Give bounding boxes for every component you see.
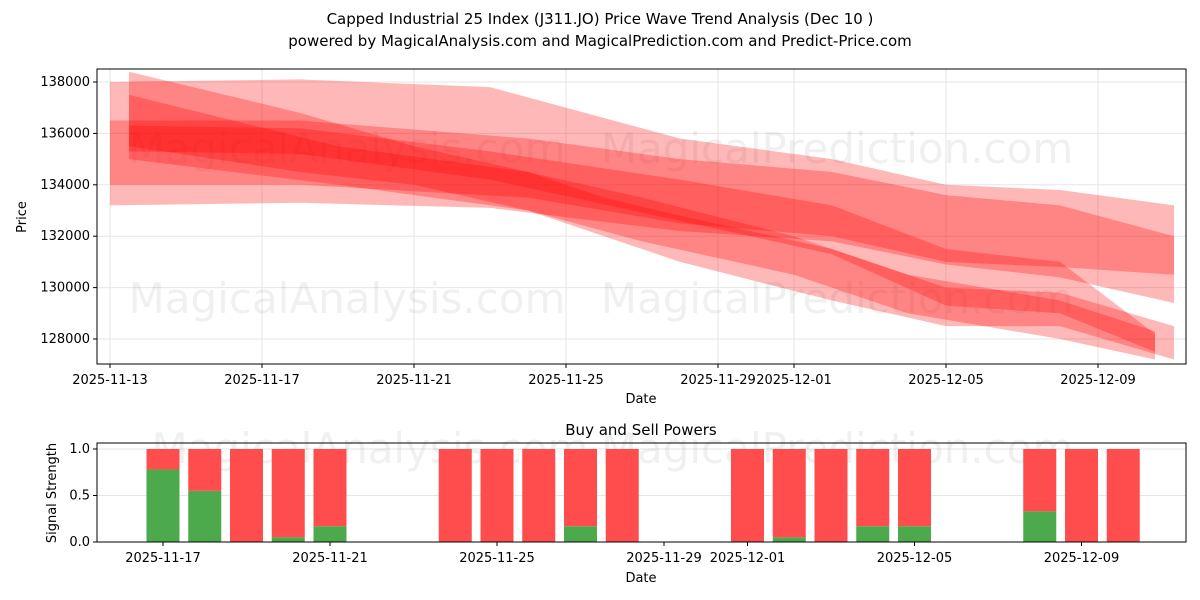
- sell-bar: [856, 449, 890, 527]
- y-tick-label: 130000: [40, 281, 90, 296]
- buy-bar: [856, 526, 890, 542]
- x-axis-label: Date: [625, 571, 656, 586]
- sell-bar: [1106, 449, 1140, 542]
- sell-bar: [438, 449, 472, 542]
- x-tick-label: 2025-11-13: [72, 373, 148, 388]
- chart-subtitle: powered by MagicalAnalysis.com and Magic…: [288, 32, 912, 50]
- plot-frame: [96, 442, 1187, 543]
- x-tick-label: 2025-11-21: [292, 551, 368, 566]
- plot-frame: [96, 68, 1187, 365]
- buy-bar: [772, 537, 806, 542]
- sell-bar: [522, 449, 556, 542]
- wave-band-4: [129, 94, 1155, 360]
- buy-bar: [564, 526, 597, 542]
- x-axis-label: Date: [625, 392, 656, 407]
- y-tick-label: 136000: [40, 126, 90, 141]
- x-tick-label: 2025-11-25: [459, 551, 535, 566]
- watermark: MagicalPrediction.com: [601, 274, 1074, 323]
- x-tick-label: 2025-12-01: [710, 551, 786, 566]
- wave-band-5: [129, 125, 1155, 352]
- x-tick-label: 2025-11-29: [680, 373, 756, 388]
- watermark: MagicalAnalysis.com: [129, 274, 566, 323]
- x-tick-label: 2025-11-17: [125, 551, 201, 566]
- buy-bar: [271, 537, 305, 542]
- buy-bar: [313, 526, 347, 542]
- subchart-title: Buy and Sell Powers: [565, 421, 717, 439]
- sell-bar: [814, 449, 848, 542]
- y-axis-label: Signal Strength: [45, 443, 60, 543]
- sell-bar: [1065, 449, 1098, 542]
- sell-bar: [772, 449, 806, 538]
- sell-bar: [564, 449, 597, 527]
- buy-bar: [1023, 511, 1057, 542]
- sell-bar: [605, 449, 639, 542]
- y-tick-label: 0.0: [69, 535, 90, 550]
- buy-bar: [188, 490, 222, 542]
- sell-bar: [898, 449, 931, 527]
- x-tick-label: 2025-11-21: [376, 373, 452, 388]
- y-tick-label: 132000: [40, 229, 90, 244]
- sell-bar: [230, 449, 263, 542]
- sell-bar: [480, 449, 514, 542]
- buy-bar: [898, 526, 931, 542]
- x-tick-label: 2025-12-05: [877, 551, 953, 566]
- y-tick-label: 138000: [40, 75, 90, 90]
- x-tick-label: 2025-12-09: [1044, 551, 1120, 566]
- wave-band-1: [110, 79, 1174, 304]
- y-tick-label: 1.0: [69, 442, 90, 457]
- y-tick-label: 128000: [40, 332, 90, 347]
- chart-title: Capped Industrial 25 Index (J311.JO) Pri…: [326, 10, 874, 28]
- sell-bar: [188, 449, 222, 491]
- x-tick-label: 2025-12-01: [756, 373, 832, 388]
- sell-bar: [146, 449, 180, 470]
- sell-bar: [313, 449, 347, 527]
- wave-band-3: [129, 71, 1174, 360]
- y-axis-label: Price: [15, 201, 30, 233]
- buy-bar: [146, 469, 180, 542]
- sell-bar: [271, 449, 305, 538]
- watermark: MagicalPrediction.com: [601, 124, 1074, 173]
- sell-bar: [1023, 449, 1057, 512]
- x-tick-label: 2025-11-17: [224, 373, 300, 388]
- sell-bar: [731, 449, 764, 542]
- wave-band-2: [110, 120, 1174, 275]
- x-tick-label: 2025-11-25: [528, 373, 604, 388]
- x-tick-label: 2025-12-09: [1060, 373, 1136, 388]
- y-tick-label: 0.5: [69, 489, 90, 504]
- y-tick-label: 134000: [40, 178, 90, 193]
- x-tick-label: 2025-11-29: [626, 551, 702, 566]
- watermark: MagicalAnalysis.com: [129, 124, 566, 173]
- x-tick-label: 2025-12-05: [908, 373, 984, 388]
- watermark: MagicalAnalysis.com: [152, 424, 589, 473]
